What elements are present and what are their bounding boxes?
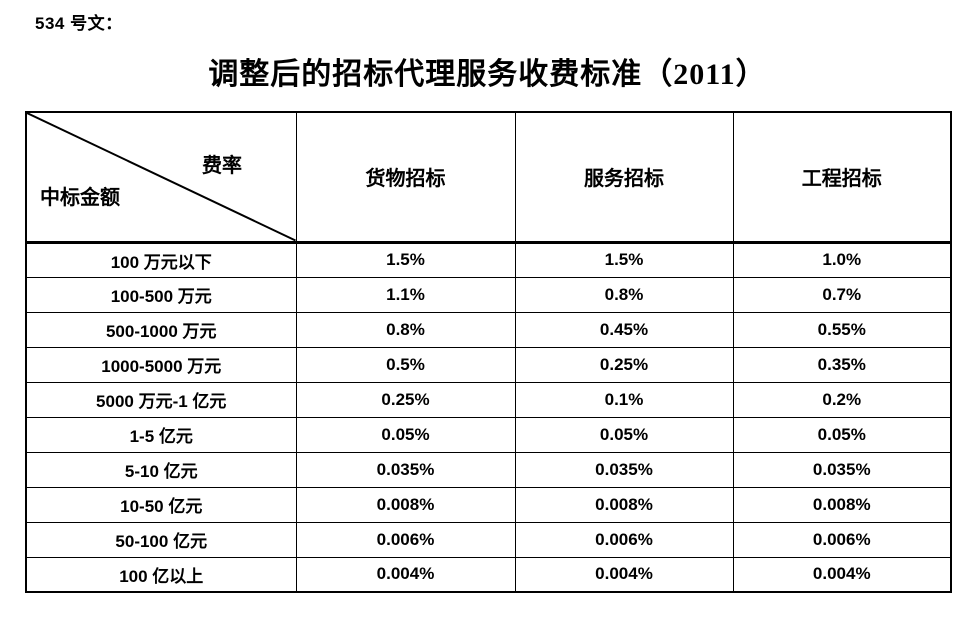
amount-range-cell: 1-5 亿元 [25, 416, 297, 453]
table-row: 500-1000 万元 0.8% 0.45% 0.55% [25, 311, 952, 348]
rate-cell-engineering: 0.004% [732, 556, 952, 593]
corner-label-rate: 费率 [202, 155, 242, 177]
amount-range-cell: 500-1000 万元 [25, 311, 297, 348]
table-row: 100 万元以下 1.5% 1.5% 1.0% [25, 241, 952, 278]
rate-cell-engineering: 0.05% [732, 416, 952, 453]
rate-cell-service: 0.035% [514, 451, 734, 488]
amount-range-cell: 5000 万元-1 亿元 [25, 381, 297, 418]
rate-cell-service: 0.004% [514, 556, 734, 593]
table-row: 5-10 亿元 0.035% 0.035% 0.035% [25, 451, 952, 488]
rate-cell-engineering: 0.7% [732, 276, 952, 313]
rate-cell-engineering: 0.35% [732, 346, 952, 383]
column-header-engineering-bidding: 工程招标 [732, 111, 952, 244]
rate-cell-goods: 0.004% [295, 556, 516, 593]
amount-range-cell: 50-100 亿元 [25, 521, 297, 558]
rate-cell-goods: 0.008% [295, 486, 516, 523]
page-title: 调整后的招标代理服务收费标准（2011） [208, 58, 767, 91]
rate-cell-goods: 1.1% [295, 276, 516, 313]
rate-cell-goods: 0.006% [295, 521, 516, 558]
rate-cell-service: 0.008% [514, 486, 734, 523]
table-row: 10-50 亿元 0.008% 0.008% 0.008% [25, 486, 952, 523]
table-row: 100 亿以上 0.004% 0.004% 0.004% [25, 556, 952, 593]
fee-table: 费率 中标金额 货物招标 服务招标 工程招标 100 万元以下 1.5% 1.5… [25, 111, 952, 593]
rate-cell-goods: 0.05% [295, 416, 516, 453]
rate-cell-engineering: 0.006% [732, 521, 952, 558]
fee-table-body: 100 万元以下 1.5% 1.5% 1.0% 100-500 万元 1.1% … [25, 241, 952, 593]
rate-cell-service: 0.006% [514, 521, 734, 558]
rate-cell-engineering: 0.035% [732, 451, 952, 488]
diagonal-divider-line [27, 113, 296, 241]
rate-cell-goods: 0.8% [295, 311, 516, 348]
rate-cell-engineering: 0.2% [732, 381, 952, 418]
rate-cell-service: 0.45% [514, 311, 734, 348]
rate-cell-engineering: 1.0% [732, 241, 952, 278]
header-row: 费率 中标金额 货物招标 服务招标 工程招标 [25, 111, 952, 244]
doc-number-label: 534 号文： [35, 14, 123, 33]
amount-range-cell: 5-10 亿元 [25, 451, 297, 488]
rate-cell-goods: 0.035% [295, 451, 516, 488]
column-header-goods-bidding: 货物招标 [295, 111, 516, 244]
corner-label-amount: 中标金额 [40, 187, 120, 209]
rate-cell-service: 0.8% [514, 276, 734, 313]
table-row: 1-5 亿元 0.05% 0.05% 0.05% [25, 416, 952, 453]
column-header-service-bidding: 服务招标 [514, 111, 734, 244]
amount-range-cell: 100 万元以下 [25, 241, 297, 278]
rate-cell-goods: 0.25% [295, 381, 516, 418]
corner-header-cell: 费率 中标金额 [25, 111, 297, 244]
rate-cell-goods: 0.5% [295, 346, 516, 383]
amount-range-cell: 100-500 万元 [25, 276, 297, 313]
rate-cell-engineering: 0.008% [732, 486, 952, 523]
rate-cell-service: 0.25% [514, 346, 734, 383]
table-row: 100-500 万元 1.1% 0.8% 0.7% [25, 276, 952, 313]
table-row: 50-100 亿元 0.006% 0.006% 0.006% [25, 521, 952, 558]
rate-cell-service: 0.1% [514, 381, 734, 418]
table-row: 1000-5000 万元 0.5% 0.25% 0.35% [25, 346, 952, 383]
rate-cell-service: 0.05% [514, 416, 734, 453]
rate-cell-service: 1.5% [514, 241, 734, 278]
amount-range-cell: 10-50 亿元 [25, 486, 297, 523]
amount-range-cell: 100 亿以上 [25, 556, 297, 593]
amount-range-cell: 1000-5000 万元 [25, 346, 297, 383]
table-row: 5000 万元-1 亿元 0.25% 0.1% 0.2% [25, 381, 952, 418]
rate-cell-goods: 1.5% [295, 241, 516, 278]
rate-cell-engineering: 0.55% [732, 311, 952, 348]
